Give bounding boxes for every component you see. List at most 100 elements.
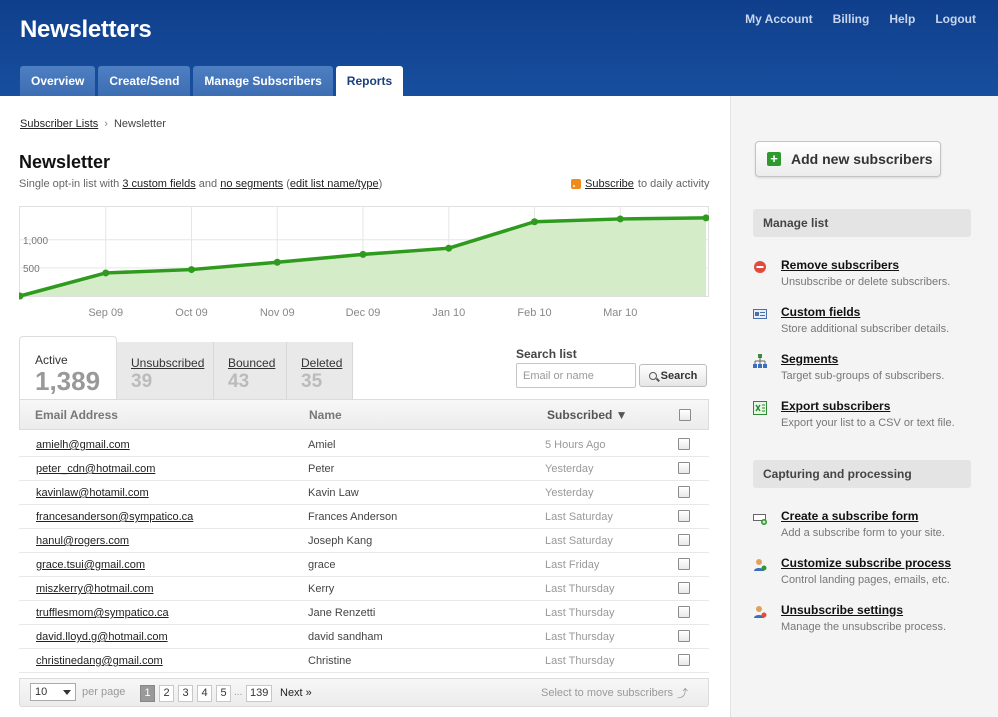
- row-select-checkbox[interactable]: [678, 654, 690, 666]
- billing-link[interactable]: Billing: [832, 12, 870, 26]
- capturing-heading: Capturing and processing: [753, 460, 971, 488]
- subscriber-email-link[interactable]: christinedang@gmail.com: [36, 655, 163, 667]
- export-subscribers-link[interactable]: Export subscribers: [781, 399, 891, 413]
- subscriber-email-link[interactable]: francesanderson@sympatico.ca: [36, 511, 194, 523]
- row-select-checkbox[interactable]: [678, 606, 690, 618]
- table-row: miszkerry@hotmail.com Kerry Last Thursday: [19, 577, 709, 601]
- chart-y-tick-label: 1,000: [23, 236, 48, 247]
- row-select-checkbox[interactable]: [678, 558, 690, 570]
- tab-overview[interactable]: Overview: [20, 66, 96, 96]
- custom-fields-link[interactable]: 3 custom fields: [122, 178, 196, 190]
- table-row: hanul@rogers.com Joseph Kang Last Saturday: [19, 529, 709, 553]
- row-select-checkbox[interactable]: [678, 534, 690, 546]
- subscriber-email-link[interactable]: peter_cdn@hotmail.com: [36, 463, 156, 475]
- bounced-label: Bounced: [228, 356, 276, 370]
- table-row: trufflesmom@sympatico.ca Jane Renzetti Las…: [19, 601, 709, 625]
- search-label: Search list: [516, 347, 577, 361]
- row-select-checkbox[interactable]: [678, 510, 690, 522]
- subscriber-email-link[interactable]: trufflesmom@sympatico.ca: [36, 607, 169, 619]
- customize-subscribe-process-desc: Control landing pages, emails, etc.: [781, 574, 950, 586]
- subscriber-email-link[interactable]: amielh@gmail.com: [36, 439, 130, 451]
- customize-subscribe-process-item: Customize subscribe process Control land…: [753, 556, 983, 592]
- tab-reports[interactable]: Reports: [335, 66, 404, 96]
- subscribed-date: Last Thursday: [545, 583, 615, 595]
- col-subscribed-header[interactable]: Subscribed ▼: [547, 408, 628, 422]
- unsubscribe-settings-link[interactable]: Unsubscribe settings: [781, 603, 904, 617]
- tab-unsubscribed[interactable]: Unsubscribed 39: [117, 342, 214, 399]
- page-2-button[interactable]: 2: [159, 685, 174, 702]
- subscriber-name: Joseph Kang: [308, 535, 373, 547]
- create-subscribe-form-link[interactable]: Create a subscribe form: [781, 509, 919, 523]
- edit-list-link[interactable]: edit list name/type: [289, 178, 379, 190]
- subscriber-name: Jane Renzetti: [308, 607, 376, 619]
- per-page-select[interactable]: 10: [30, 683, 76, 701]
- page-5-button[interactable]: 5: [216, 685, 231, 702]
- chart-data-point: [102, 269, 110, 277]
- remove-subscribers-item: Remove subscribers Unsubscribe or delete…: [753, 258, 983, 294]
- page-title: Newsletter: [19, 152, 111, 172]
- help-link[interactable]: Help: [889, 12, 916, 26]
- row-select-checkbox[interactable]: [678, 462, 690, 474]
- tab-bounced[interactable]: Bounced 43: [214, 342, 287, 399]
- chart-x-tick-label: Dec 09: [346, 307, 381, 319]
- deleted-count: 35: [301, 371, 323, 392]
- segments-sidebar-link[interactable]: Segments: [781, 352, 839, 366]
- row-select-checkbox[interactable]: [678, 438, 690, 450]
- create-subscribe-form-item: Create a subscribe form Add a subscribe …: [753, 509, 983, 545]
- segments-link[interactable]: no segments: [220, 178, 284, 190]
- custom-fields-sidebar-link[interactable]: Custom fields: [781, 305, 861, 319]
- subscriber-email-link[interactable]: david.lloyd.g@hotmail.com: [36, 631, 168, 643]
- form-icon: [753, 511, 767, 525]
- subscriber-name: Peter: [308, 463, 335, 475]
- next-page-link[interactable]: Next »: [280, 687, 312, 699]
- select-all-checkbox[interactable]: [679, 409, 691, 421]
- chart-y-tick-label: 500: [23, 264, 40, 275]
- chart-data-point: [188, 266, 195, 274]
- custom-fields-desc: Store additional subscriber details.: [781, 323, 950, 335]
- rss-subscribe-link[interactable]: Subscribe: [585, 178, 634, 190]
- page-3-button[interactable]: 3: [178, 685, 193, 702]
- col-name-header[interactable]: Name: [309, 408, 342, 422]
- search-input[interactable]: [516, 363, 636, 388]
- logout-link[interactable]: Logout: [935, 12, 976, 26]
- unsubscribe-settings-desc: Manage the unsubscribe process.: [781, 621, 947, 633]
- row-select-checkbox[interactable]: [678, 630, 690, 642]
- page-1-button[interactable]: 1: [140, 685, 155, 702]
- subscriber-email-link[interactable]: grace.tsui@gmail.com: [36, 559, 145, 571]
- page-4-button[interactable]: 4: [197, 685, 212, 702]
- row-select-checkbox[interactable]: [678, 486, 690, 498]
- rss-suffix: to daily activity: [637, 178, 710, 190]
- breadcrumb-subscriber-lists[interactable]: Subscriber Lists: [20, 118, 99, 130]
- add-new-subscribers-label: Add new subscribers: [791, 151, 933, 167]
- customize-subscribe-process-link[interactable]: Customize subscribe process: [781, 556, 952, 570]
- add-new-subscribers-button[interactable]: + Add new subscribers: [755, 141, 941, 177]
- export-subscribers-item: Export subscribers Export your list to a…: [753, 399, 983, 435]
- chart-data-point: [359, 250, 367, 258]
- rss-subscribe: Subscribe to daily activity: [571, 178, 709, 190]
- rss-icon: [571, 179, 581, 189]
- and-text: and: [198, 178, 218, 190]
- row-select-checkbox[interactable]: [678, 582, 690, 594]
- chart-data-point: [273, 258, 281, 266]
- breadcrumb-separator: ›: [104, 118, 108, 130]
- my-account-link[interactable]: My Account: [745, 12, 813, 26]
- tab-create-send[interactable]: Create/Send: [98, 66, 191, 96]
- subscriber-email-link[interactable]: hanul@rogers.com: [36, 535, 130, 547]
- col-email-header[interactable]: Email Address: [35, 408, 118, 422]
- bounced-count: 43: [228, 371, 250, 392]
- tab-deleted[interactable]: Deleted 35: [287, 342, 353, 399]
- chart-data-point: [616, 215, 624, 223]
- table-header: Email Address Name Subscribed ▼: [19, 399, 709, 430]
- tab-active-subscribers[interactable]: Active 1,389: [19, 336, 117, 399]
- tab-manage-subscribers[interactable]: Manage Subscribers: [193, 66, 333, 96]
- search-button[interactable]: Search: [639, 364, 707, 387]
- user-gear-icon: [753, 558, 767, 572]
- per-page-label: per page: [82, 686, 126, 698]
- remove-subscribers-link[interactable]: Remove subscribers: [781, 258, 900, 272]
- subscribed-date: Last Friday: [545, 559, 600, 571]
- subscribed-date: 5 Hours Ago: [545, 439, 606, 451]
- subscriber-email-link[interactable]: kavinlaw@hotamil.com: [36, 487, 149, 499]
- subscriber-email-link[interactable]: miszkerry@hotmail.com: [36, 583, 154, 595]
- page-last-button[interactable]: 139: [246, 685, 273, 702]
- chart-data-point: [445, 244, 453, 252]
